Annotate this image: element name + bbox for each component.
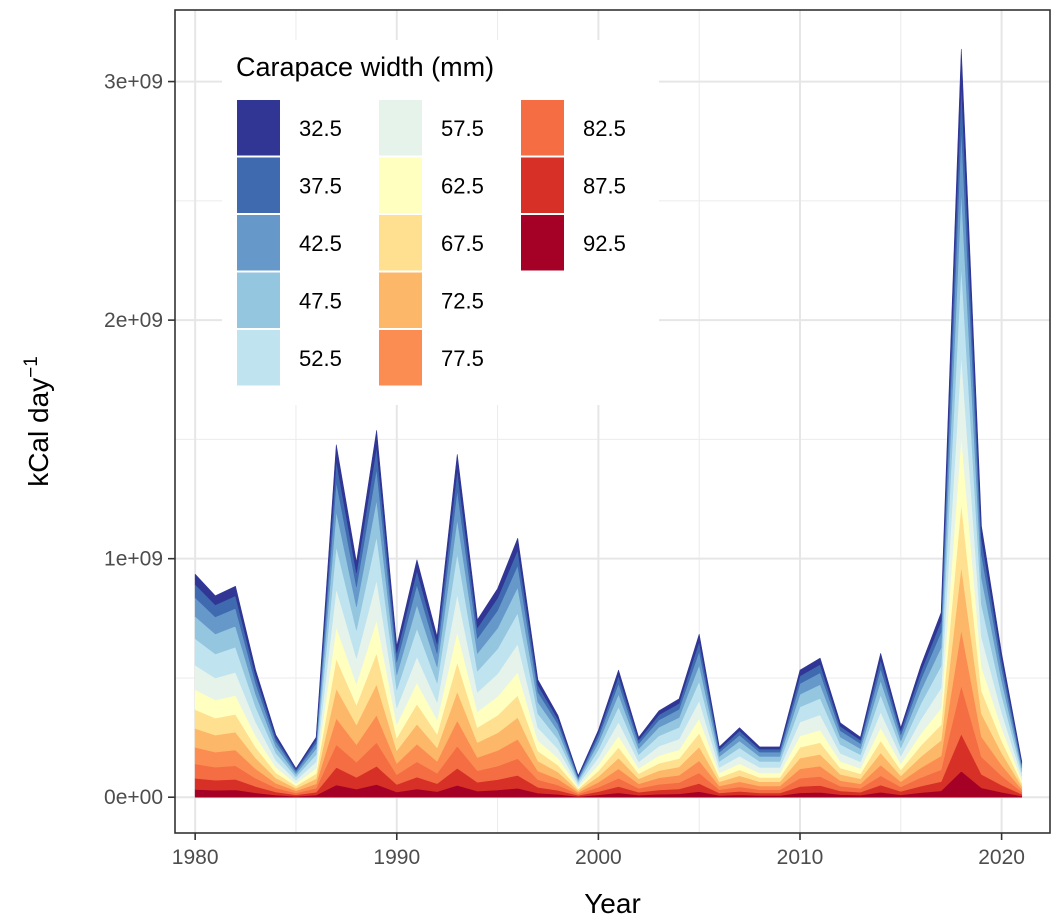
legend-key-62-5 [377,155,424,215]
legend-key-77-5 [377,328,424,388]
legend-label-47-5: 47.5 [299,288,342,313]
x-tick-label: 1980 [172,846,219,869]
x-tick-label: 1990 [373,846,420,869]
legend-key-47-5 [235,270,282,330]
legend-key-57-5 [377,98,424,158]
stacked-areas [194,48,1023,798]
legend-label-77-5: 77.5 [441,346,484,371]
x-tick-label: 2010 [777,846,824,869]
x-axis: 1980 1990 2000 2010 2020 [172,833,1025,869]
legend-key-67-5 [377,213,424,273]
legend-box [222,40,659,405]
y-axis-title-text: kCal day [23,378,54,487]
panel-border [174,9,1051,834]
legend-key-42-5 [235,213,282,273]
area-series-32-5 [194,48,1023,777]
legend-label-52-5: 52.5 [299,346,342,371]
y-axis-title-superscript: −1 [21,356,42,378]
legend-label-37-5: 37.5 [299,173,342,198]
legend-key-32-5 [235,98,282,158]
x-tick-label: 2000 [575,846,622,869]
y-tick-label: 0e+00 [104,786,163,809]
legend: Carapace width (mm) 32.5 37.5 42.5 47.5 52.5 5… [222,40,659,405]
legend-key-52-5 [235,328,282,388]
legend-label-67-5: 67.5 [441,231,484,256]
y-axis: 0e+00 1e+09 2e+09 3e+09 [104,71,175,809]
y-tick-label: 1e+09 [104,548,163,571]
y-axis-title: kCal day−1 [21,356,54,487]
legend-key-72-5 [377,270,424,330]
legend-key-87-5 [519,155,566,215]
legend-label-82-5: 82.5 [583,116,626,141]
y-tick-label: 3e+09 [104,71,163,94]
legend-label-42-5: 42.5 [299,231,342,256]
legend-key-92-5 [519,213,566,273]
y-tick-label: 2e+09 [104,309,163,332]
legend-key-37-5 [235,155,282,215]
x-tick-label: 2020 [978,846,1025,869]
legend-label-32-5: 32.5 [299,116,342,141]
legend-label-92-5: 92.5 [583,231,626,256]
legend-label-62-5: 62.5 [441,173,484,198]
legend-label-87-5: 87.5 [583,173,626,198]
legend-key-82-5 [519,98,566,158]
x-axis-title: Year [584,888,641,919]
legend-title: Carapace width (mm) [236,52,494,82]
legend-label-72-5: 72.5 [441,288,484,313]
legend-label-57-5: 57.5 [441,116,484,141]
